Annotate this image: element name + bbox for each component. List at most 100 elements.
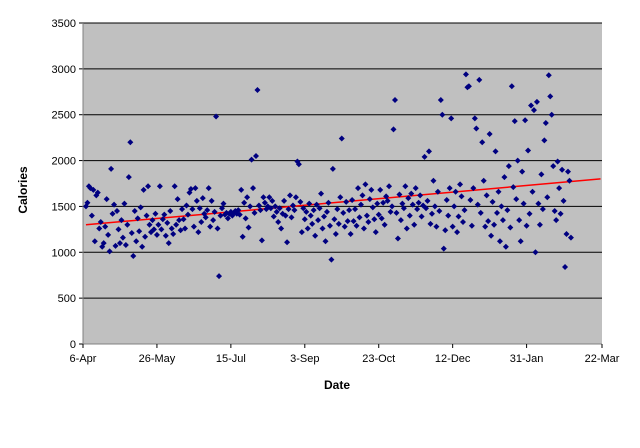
data-point — [488, 232, 495, 239]
data-point — [316, 205, 323, 212]
data-point — [460, 219, 467, 226]
data-point — [258, 237, 265, 244]
data-point — [116, 240, 123, 247]
data-point — [331, 216, 338, 223]
data-point — [517, 238, 524, 245]
data-point — [514, 157, 521, 164]
data-point — [439, 111, 446, 118]
data-point — [91, 238, 98, 245]
data-point — [315, 217, 322, 224]
data-point — [127, 139, 134, 146]
data-point — [189, 206, 196, 213]
y-tick-label: 3000 — [52, 64, 76, 76]
data-point — [111, 201, 118, 208]
data-point — [513, 196, 520, 203]
data-point — [196, 205, 203, 212]
data-point — [360, 225, 367, 232]
data-point — [207, 223, 214, 230]
data-point — [511, 118, 518, 125]
data-point — [562, 263, 569, 270]
data-point — [470, 185, 477, 192]
data-point — [322, 238, 329, 245]
data-point — [530, 107, 537, 114]
data-point — [440, 245, 447, 252]
data-point — [427, 220, 434, 227]
data-point — [520, 200, 527, 207]
data-point — [217, 212, 224, 219]
data-point — [335, 220, 342, 227]
data-point — [344, 218, 351, 225]
data-point — [310, 207, 317, 214]
data-point — [461, 207, 468, 214]
data-point — [137, 204, 144, 211]
data-point — [352, 206, 359, 213]
data-point — [454, 229, 461, 236]
data-point — [125, 174, 132, 181]
data-point — [423, 205, 430, 212]
data-point — [119, 234, 126, 241]
data-point — [448, 115, 455, 122]
data-point — [251, 209, 258, 216]
data-point — [394, 235, 401, 242]
data-point — [168, 225, 175, 232]
data-point — [479, 139, 486, 146]
x-tick-label: 6-Apr — [70, 353, 97, 365]
data-point — [260, 194, 267, 201]
data-point — [449, 223, 456, 230]
data-point — [244, 194, 251, 201]
data-point — [533, 98, 540, 105]
data-point — [377, 186, 384, 193]
data-point — [318, 190, 325, 197]
data-point — [102, 223, 109, 230]
data-point — [134, 215, 141, 222]
data-point — [554, 158, 561, 165]
data-point — [149, 217, 156, 224]
x-tick-label: 3-Sep — [290, 353, 319, 365]
data-point — [491, 221, 498, 228]
data-point — [482, 223, 489, 230]
data-point — [383, 193, 390, 200]
data-point — [536, 221, 543, 228]
data-point — [349, 197, 356, 204]
data-point — [480, 177, 487, 184]
data-point — [350, 218, 357, 225]
data-point — [523, 222, 530, 229]
data-point — [84, 199, 91, 206]
data-point — [306, 200, 313, 207]
data-point — [242, 215, 249, 222]
data-point — [341, 223, 348, 230]
data-point — [390, 126, 397, 133]
data-point — [241, 199, 248, 206]
data-point — [462, 71, 469, 78]
data-point — [551, 208, 558, 215]
data-point — [208, 197, 215, 204]
data-point — [539, 206, 546, 213]
data-point — [483, 192, 490, 199]
data-point — [301, 216, 308, 223]
data-point — [485, 218, 492, 225]
data-point — [548, 111, 555, 118]
data-point — [136, 228, 143, 235]
data-point — [378, 215, 385, 222]
data-point — [309, 220, 316, 227]
data-point — [384, 197, 391, 204]
data-point — [171, 183, 178, 190]
data-point — [295, 161, 302, 168]
data-point — [239, 233, 246, 240]
data-point — [467, 197, 474, 204]
data-point — [359, 192, 366, 199]
data-point — [139, 243, 146, 250]
data-point — [114, 208, 121, 215]
data-point — [374, 200, 381, 207]
data-point — [146, 221, 153, 228]
data-point — [375, 211, 382, 218]
data-point — [273, 208, 280, 215]
data-point — [90, 186, 97, 193]
data-point — [465, 83, 472, 90]
data-point — [108, 165, 115, 172]
data-point — [325, 199, 332, 206]
y-tick-label: 2000 — [52, 156, 76, 168]
data-point — [167, 208, 174, 215]
data-point — [122, 241, 129, 248]
y-tick-label: 3500 — [52, 18, 76, 30]
